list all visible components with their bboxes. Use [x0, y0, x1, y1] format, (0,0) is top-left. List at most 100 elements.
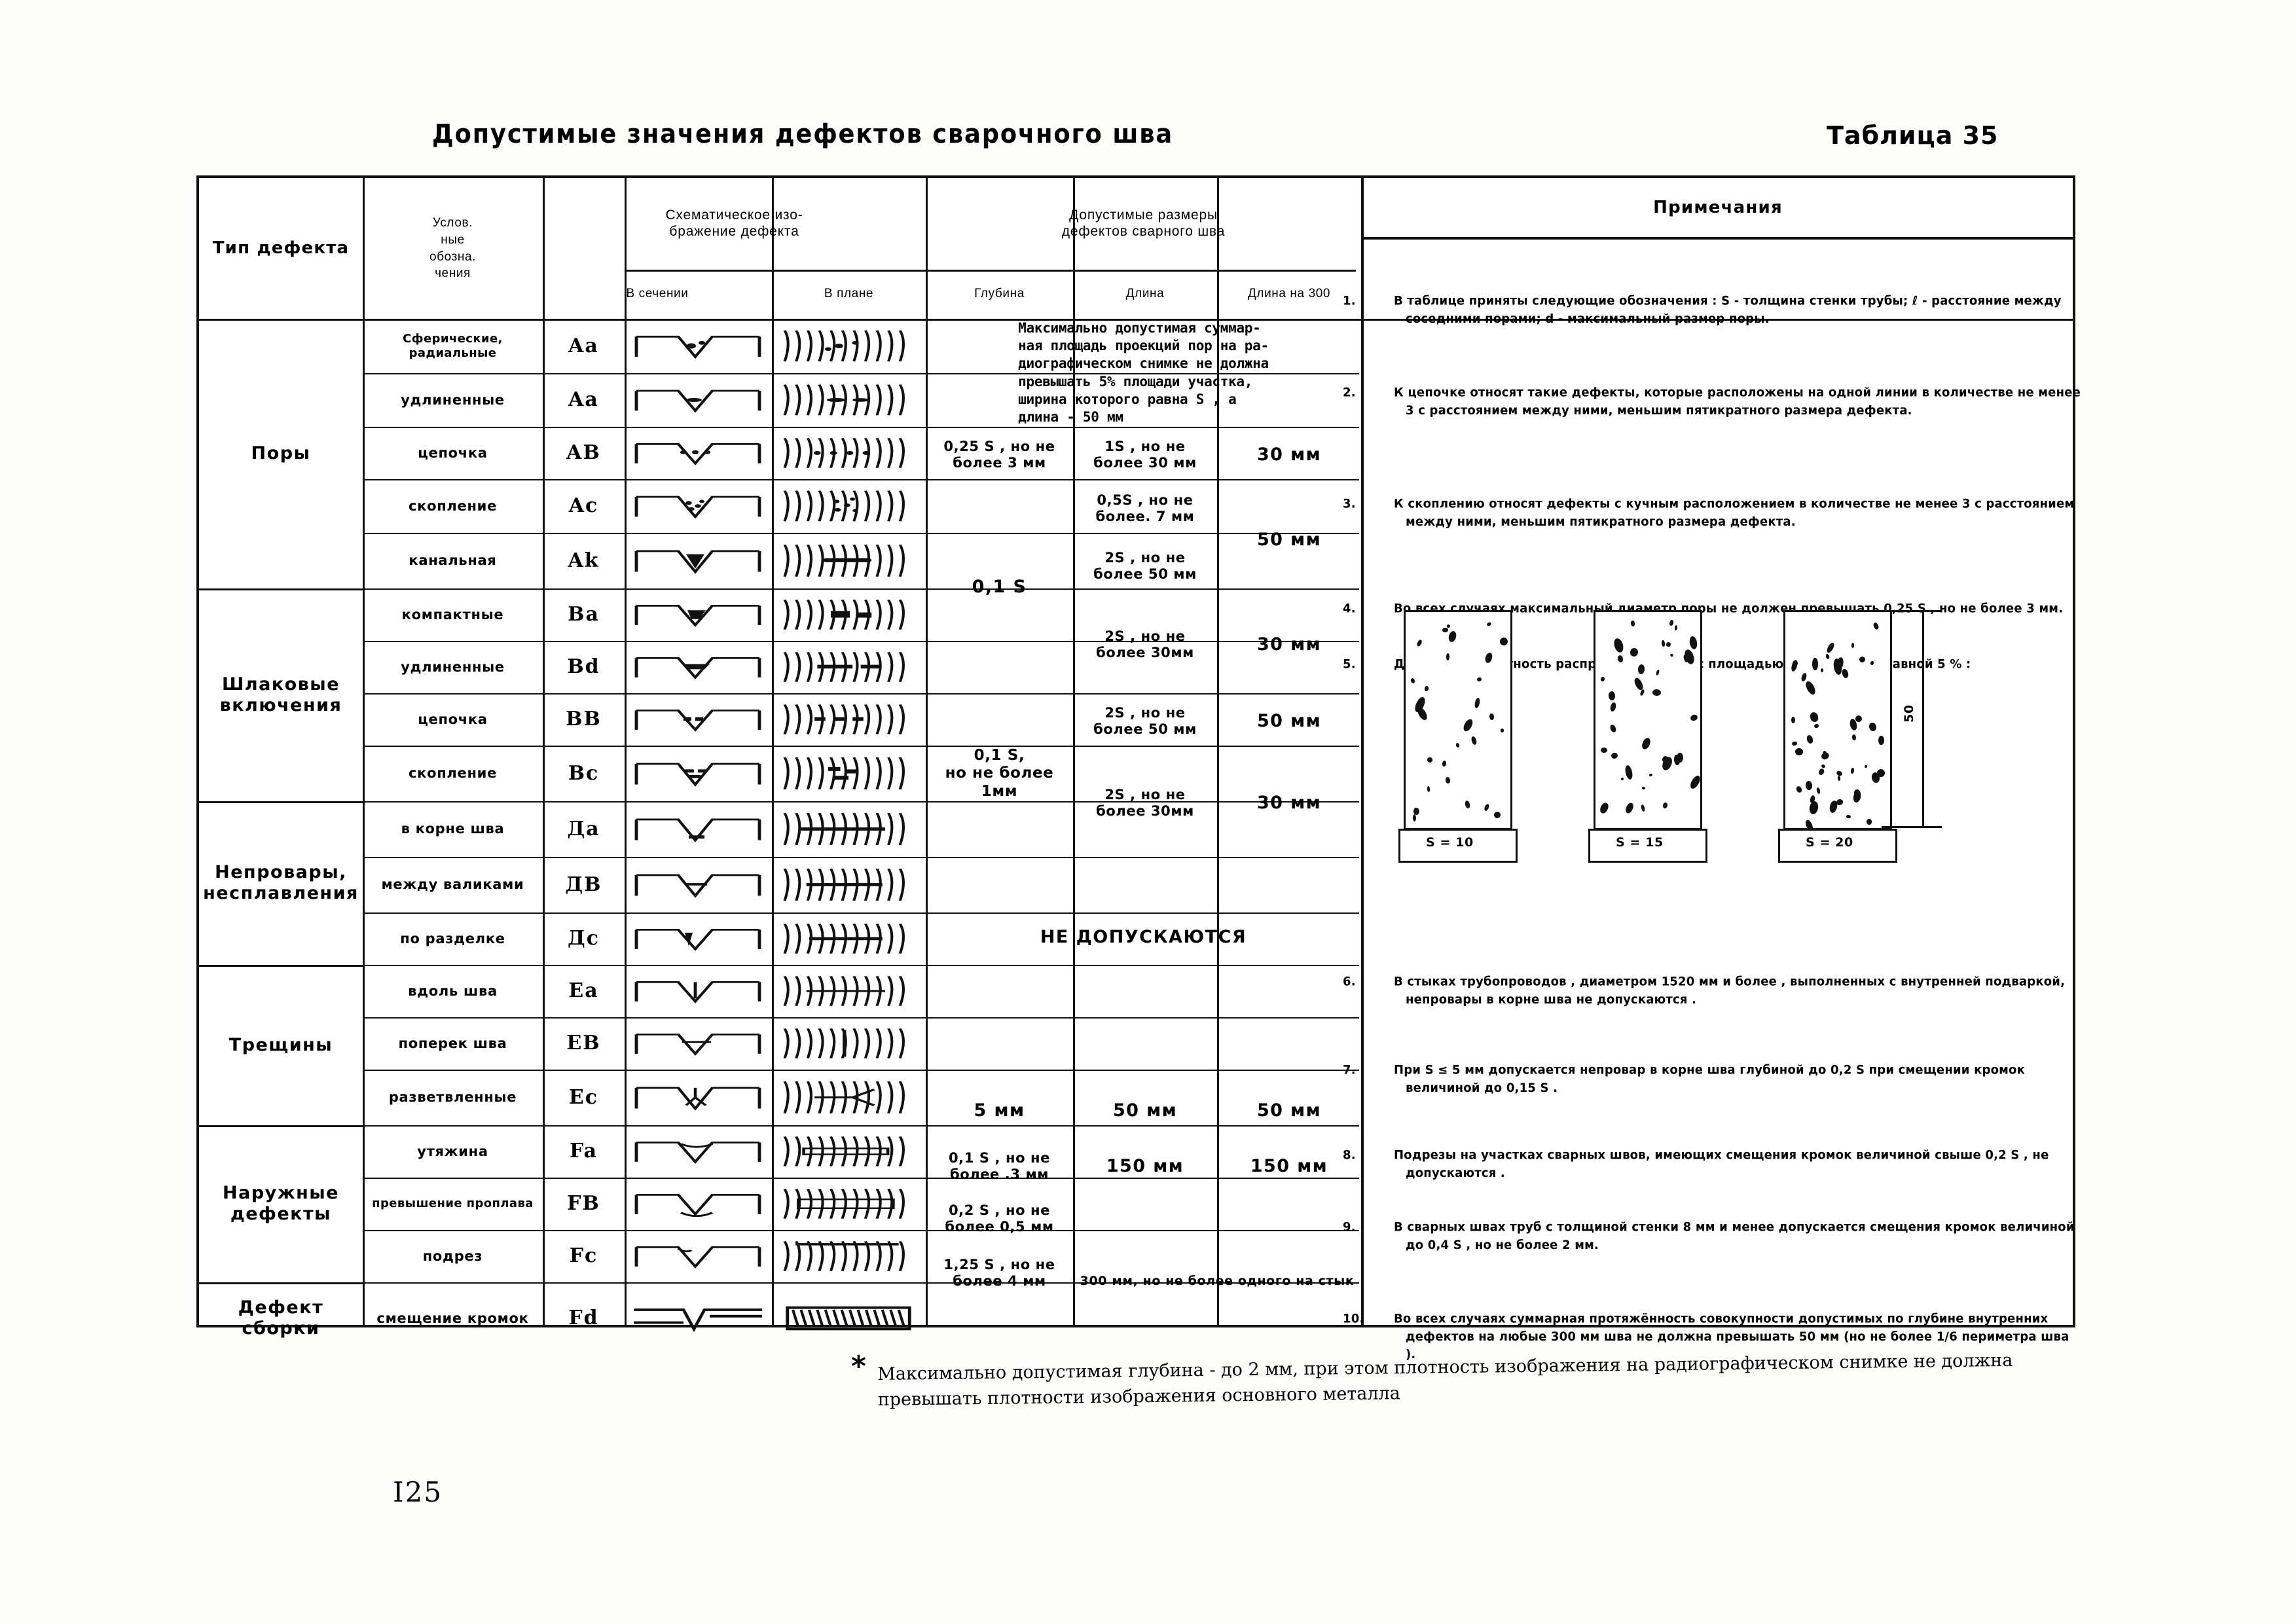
note-item-1: 1. В таблице приняты следующие обозначен… [1343, 293, 2083, 328]
pore-mark [1858, 655, 1867, 664]
pore-mark [1633, 676, 1645, 691]
header-sizes: Допустимые размеры дефектов сварного шва [1061, 208, 1226, 239]
height-dimension-label: 50 [1901, 704, 1916, 723]
pore-mark [1461, 717, 1475, 733]
row-rule [363, 693, 1359, 695]
note-text: К цепочке относят такие дефекты, которые… [1394, 386, 2081, 418]
defect-subtype: смещение кромок [376, 1310, 529, 1326]
note-number: 10. [1343, 1312, 1364, 1326]
row-rule [363, 1282, 1359, 1284]
note-number: 2. [1343, 386, 1356, 400]
pore-mark [1837, 776, 1842, 781]
pore-mark [1820, 668, 1823, 672]
note-number: 1. [1343, 294, 1356, 308]
defect-subtype: Сферические, радиальные [403, 332, 503, 360]
defect-subtype: поперек шва [398, 1035, 507, 1051]
row-rule [363, 479, 1359, 480]
pore-mark [1791, 741, 1797, 746]
schematic-plan [774, 861, 923, 909]
schematic-section [626, 645, 770, 689]
defect-code: Aa [568, 388, 599, 412]
header-defect-type: Тип дефекта [212, 238, 350, 259]
pore-mark [1805, 780, 1813, 791]
defects-table: Тип дефекта Услов. ные обозна. чения Схе… [196, 175, 2081, 1362]
defect-code: Fd [568, 1307, 599, 1330]
pore-mark [1637, 664, 1645, 674]
note-item-2: 2. К цепочке относят такие дефекты, кото… [1343, 384, 2083, 420]
page-title: Допустимые значения дефектов сварочного … [432, 119, 1174, 149]
defect-code: Ba [568, 603, 600, 626]
pore-mark [1474, 697, 1482, 709]
row-rule [363, 1070, 1359, 1071]
length300-cell-5: 50 мм [1256, 1100, 1322, 1121]
note-item-8: 8. Подрезы на участках сварных швов, име… [1343, 1147, 2083, 1182]
defect-subtype: подрез [422, 1248, 483, 1264]
pore-mark [1648, 773, 1653, 778]
note-text: Подрезы на участках сварных швов, имеющи… [1394, 1148, 2049, 1181]
row-rule [363, 1125, 1359, 1127]
schematic-plan [774, 377, 923, 423]
pore-mark [1600, 747, 1608, 753]
note-text: Во всех случаях максимальный диаметр пор… [1394, 602, 2064, 616]
depth-cell-8: 1,25 S , но не более 4 мм [943, 1256, 1055, 1289]
length300-cell-4b: 30 мм [1256, 793, 1322, 814]
length-cell-5: 50 мм [1112, 1100, 1178, 1121]
pore-mark [1791, 717, 1796, 724]
schematic-section [626, 377, 770, 423]
schematic-section [626, 1286, 770, 1350]
pore-mark [1445, 776, 1451, 784]
pore-mark [1464, 800, 1471, 810]
row-rule [363, 912, 1359, 914]
notes-header-rule [1361, 237, 2073, 240]
pore-mark [1613, 637, 1626, 655]
defect-subtype: удлиненные [401, 391, 505, 408]
pore-mark [1795, 785, 1803, 794]
pore-mark [1808, 711, 1819, 723]
porosity-strip-label: S = 20 [1806, 835, 1853, 850]
note-item-10: 10. Во всех случаях суммарная протяжённо… [1343, 1310, 2083, 1363]
header-notes: Примечания [1653, 197, 1783, 217]
depth-cell-2: 0,1 S [972, 577, 1027, 598]
defect-code: Fa [569, 1140, 598, 1163]
pore-mark [1442, 628, 1449, 633]
porosity-strip-label: S = 15 [1616, 835, 1664, 850]
pore-mark [1499, 636, 1508, 646]
pore-mark [1812, 657, 1818, 670]
note-text: При S ≤ 5 мм допускается непровар в корн… [1394, 1063, 2026, 1096]
defect-subtype: цепочка [418, 444, 488, 461]
subheader-rule [625, 270, 1356, 272]
row-rule [363, 641, 1359, 642]
defect-group-1: Поры [251, 443, 311, 464]
pore-mark [1688, 774, 1700, 791]
pore-mark [1688, 636, 1698, 650]
pore-mark [1866, 819, 1873, 825]
note-item-4: 4. Во всех случаях максимальный диаметр … [1343, 600, 2083, 618]
defect-group-4: Трещины [228, 1034, 333, 1055]
length-cell-8: 300 мм, но не более одного на стык [1080, 1273, 1355, 1288]
defect-subtype: между валиками [381, 876, 524, 893]
pore-mark [1412, 814, 1416, 822]
defect-group-5: Наружные дефекты [223, 1183, 339, 1224]
pore-mark [1652, 689, 1662, 696]
row-rule [363, 801, 1359, 803]
pore-mark [1878, 736, 1884, 746]
pore-mark [1868, 722, 1878, 732]
schematic-plan [774, 916, 923, 961]
pore-mark [1872, 621, 1880, 630]
pore-mark [1864, 765, 1868, 768]
length300-cell-6: 150 мм [1250, 1156, 1328, 1177]
group-rule [199, 1282, 363, 1284]
group-rule [199, 965, 363, 967]
pore-mark [1426, 756, 1433, 764]
porosity-strip-1 [1404, 610, 1512, 830]
row-rule [363, 1230, 1359, 1231]
header-section: В сечении [626, 287, 689, 301]
defect-subtype: удлиненные [401, 659, 505, 675]
pore-mark [1410, 677, 1416, 685]
defect-group-3: Непровары, несплавления [203, 862, 359, 903]
pore-mark [1817, 767, 1825, 776]
length-cell-4b: 2S , но не более 30мм [1096, 787, 1194, 819]
col-rule-length [1073, 178, 1075, 1325]
row-rule [363, 427, 1359, 428]
pore-mark [1825, 641, 1836, 655]
